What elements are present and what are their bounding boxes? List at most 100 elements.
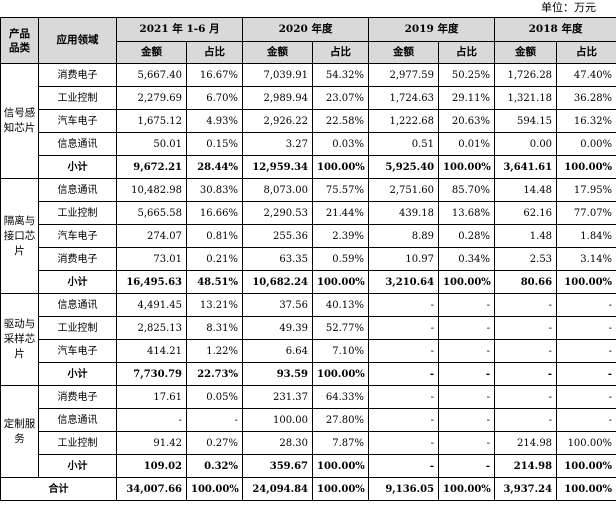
ratio-cell: 50.25% — [438, 63, 496, 87]
ratio-cell: 100.00% — [312, 454, 370, 478]
table-row: 汽车电子 1,675.12 4.93% 2,926.22 22.58% 1,222.68 2… — [1, 109, 616, 133]
amount-cell: 93.59 — [242, 362, 314, 386]
field-cell: 工业控制 — [38, 431, 117, 455]
amount-cell: 12,959.34 — [242, 155, 314, 179]
amount-cell: 8,073.00 — [242, 178, 314, 202]
ratio-cell: 100.00% — [312, 362, 370, 386]
amount-cell: 91.42 — [116, 431, 187, 455]
amount-cell: 2,977.59 — [368, 63, 440, 87]
ratio-cell: - — [185, 408, 244, 432]
ratio-cell: 30.83% — [185, 178, 244, 202]
amount-cell: 3.27 — [242, 132, 314, 156]
amount-cell: 9,672.21 — [116, 155, 187, 179]
amount-cell: - — [368, 408, 440, 432]
ratio-cell: 0.81% — [185, 224, 244, 248]
amount-cell: 3,210.64 — [368, 270, 440, 294]
amount-cell: 2,989.94 — [242, 86, 314, 110]
ratio-cell: 6.70% — [185, 86, 244, 110]
amount-cell: 7,039.91 — [242, 63, 314, 87]
ratio-cell: 85.70% — [438, 178, 496, 202]
amount-cell: 10.97 — [368, 247, 440, 271]
ratio-cell: 29.11% — [438, 86, 496, 110]
field-cell: 消费电子 — [38, 247, 117, 271]
amount-cell: 1,675.12 — [116, 109, 187, 133]
amount-cell: 255.36 — [242, 224, 314, 248]
revenue-table: 产品品类 应用领域 2021 年 1-6 月 2020 年度 2019 年度 2… — [0, 17, 616, 501]
ratio-cell: - — [438, 316, 496, 340]
ratio-cell: 0.34% — [438, 247, 496, 271]
total-amount-cell: 24,094.84 — [242, 477, 314, 501]
ratio-cell: 100.00% — [312, 155, 370, 179]
amount-cell: - — [368, 293, 440, 317]
subtotal-label: 小计 — [38, 270, 117, 294]
amount-cell: 6.64 — [242, 339, 314, 363]
total-amount-cell: 9,136.05 — [368, 477, 440, 501]
ratio-cell: 0.28% — [438, 224, 496, 248]
ratio-cell: 64.33% — [312, 385, 370, 409]
ratio-cell: 1.22% — [185, 339, 244, 363]
header-period-2019: 2019 年度 — [368, 17, 496, 42]
ratio-cell: - — [556, 362, 616, 386]
ratio-cell: - — [556, 408, 616, 432]
table-row: 工业控制 91.42 0.27% 28.30 7.87% - -214.98 100.00% — [1, 431, 616, 455]
ratio-cell: - — [556, 385, 616, 409]
total-ratio-cell: 100.00% — [556, 477, 616, 501]
ratio-cell: 17.95% — [556, 178, 616, 202]
amount-cell: - — [368, 431, 440, 455]
subtotal-label: 小计 — [38, 362, 117, 386]
category-cell: 驱动与采样芯片 — [0, 293, 39, 386]
ratio-cell: 100.00% — [556, 270, 616, 294]
ratio-cell: 4.93% — [185, 109, 244, 133]
ratio-cell: 54.32% — [312, 63, 370, 87]
amount-cell: 49.39 — [242, 316, 314, 340]
ratio-cell: 22.73% — [185, 362, 244, 386]
amount-cell: 0.00 — [494, 132, 558, 156]
ratio-cell: 2.39% — [312, 224, 370, 248]
ratio-cell: 13.68% — [438, 201, 496, 225]
amount-cell: 10,482.98 — [116, 178, 187, 202]
amount-cell: - — [494, 293, 558, 317]
ratio-cell: - — [438, 408, 496, 432]
amount-cell: - — [494, 339, 558, 363]
ratio-cell: 27.80% — [312, 408, 370, 432]
table-body: 信号感知芯片 消费电子 5,667.40 16.67% 7,039.91 54.32% 2,… — [0, 63, 616, 501]
amount-cell: 5,667.40 — [116, 63, 187, 87]
table-row: 工业控制 5,665.58 16.66% 2,290.53 21.44% 439.18 13… — [1, 201, 616, 225]
field-cell: 信息通讯 — [38, 293, 117, 317]
total-ratio-cell: 100.00% — [185, 477, 244, 501]
subtotal-row: 小计 16,495.63 48.51% 10,682.24 100.00% 3,210.6… — [1, 270, 616, 294]
amount-cell: - — [368, 339, 440, 363]
total-amount-cell: 34,007.66 — [116, 477, 187, 501]
amount-cell: 1.48 — [494, 224, 558, 248]
amount-cell: 62.16 — [494, 201, 558, 225]
amount-cell: - — [494, 316, 558, 340]
amount-cell: 10,682.24 — [242, 270, 314, 294]
amount-cell: 2,279.69 — [116, 86, 187, 110]
amount-cell: - — [368, 454, 440, 478]
subtotal-label: 小计 — [38, 454, 117, 478]
field-cell: 工业控制 — [38, 201, 117, 225]
table-row: 隔离与接口芯片 信息通讯 10,482.98 30.83% 8,073.00 75.57%… — [0, 178, 616, 294]
total-amount-cell: 3,937.24 — [494, 477, 558, 501]
ratio-cell: 52.77% — [312, 316, 370, 340]
table-row: 定制服务 消费电子 17.61 0.05% 231.37 64.33% - - - - — [0, 385, 616, 478]
ratio-cell: - — [438, 339, 496, 363]
ratio-cell: 0.59% — [312, 247, 370, 271]
table-row: 消费电子 73.01 0.21% 63.35 0.59% 10.97 0.34% 2.53 3.… — [1, 247, 616, 271]
ratio-cell: 77.07% — [556, 201, 616, 225]
amount-cell: 5,925.40 — [368, 155, 440, 179]
ratio-cell: 0.00% — [556, 132, 616, 156]
amount-cell: 63.35 — [242, 247, 314, 271]
field-cell: 信息通讯 — [38, 132, 117, 156]
field-cell: 消费电子 — [38, 385, 117, 409]
amount-cell: 73.01 — [116, 247, 187, 271]
amount-cell: 8.89 — [368, 224, 440, 248]
amount-cell: 214.98 — [494, 454, 558, 478]
amount-cell: 0.51 — [368, 132, 440, 156]
ratio-cell: - — [438, 362, 496, 386]
amount-cell: 1,321.18 — [494, 86, 558, 110]
header-ratio: 占比 — [438, 41, 496, 64]
category-cell: 隔离与接口芯片 — [0, 178, 39, 294]
ratio-cell: 22.58% — [312, 109, 370, 133]
header-ratio: 占比 — [185, 41, 244, 64]
